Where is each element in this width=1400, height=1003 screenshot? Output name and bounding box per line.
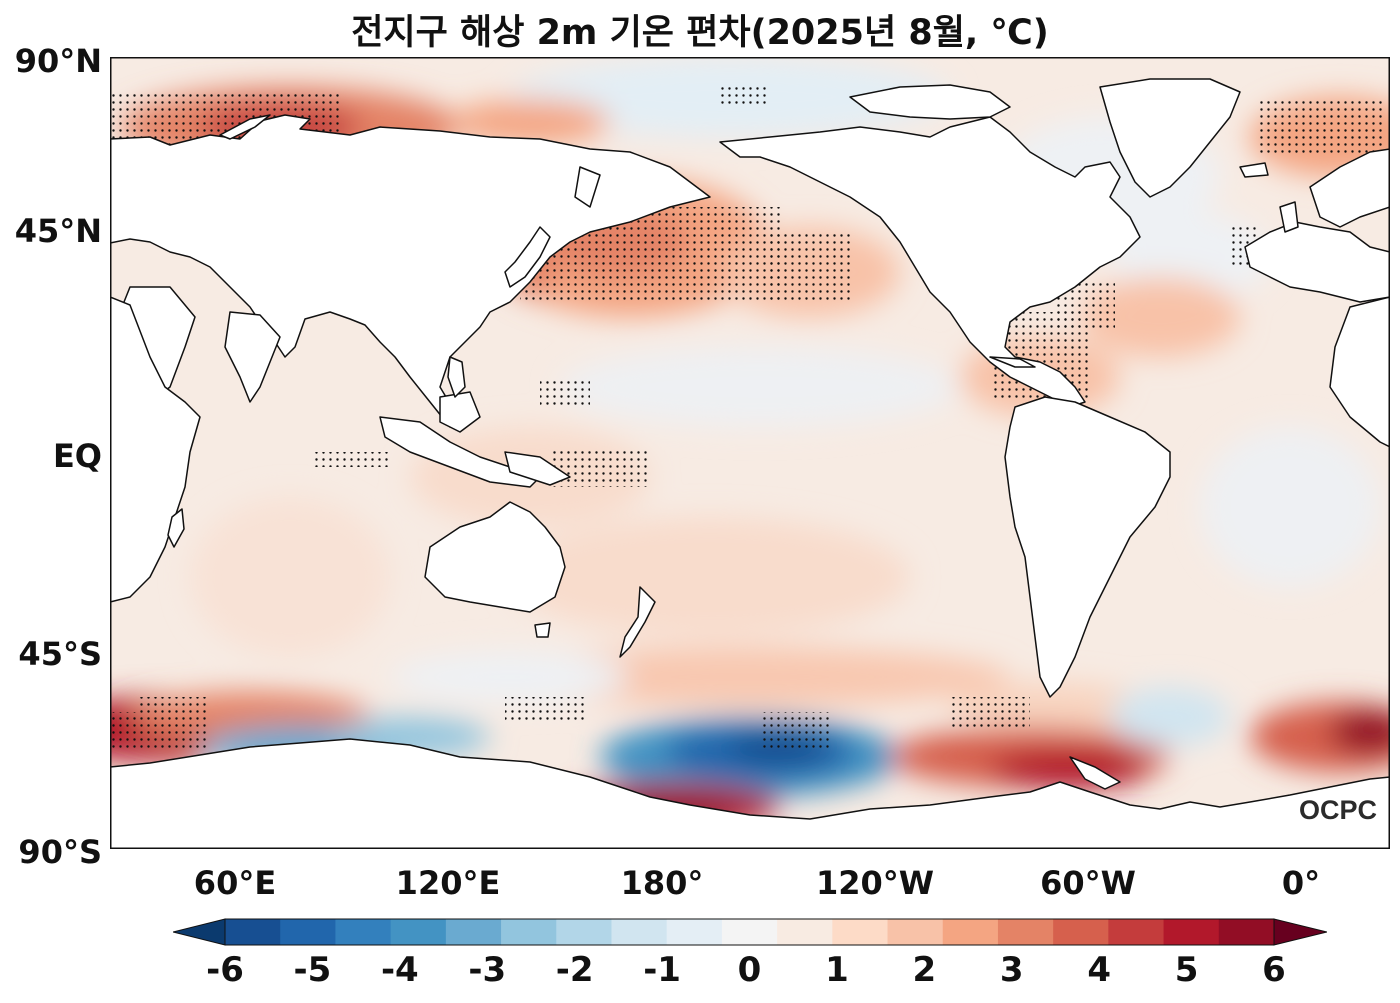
land-scandinavia	[1309, 148, 1390, 228]
land-masses	[110, 78, 1390, 849]
land-australia	[424, 501, 566, 613]
land-europe	[1244, 221, 1390, 303]
lon-label-120w: 120°W	[815, 864, 935, 902]
land-africa	[110, 296, 201, 603]
lat-label-45s: 45°S	[18, 635, 102, 673]
colorbar-tick-label: 1	[825, 950, 849, 990]
lon-label-0: 0°	[1281, 864, 1321, 902]
colorbar-tick-label: -5	[293, 950, 332, 990]
colorbar-segment	[335, 919, 392, 945]
land-borneo	[439, 391, 481, 433]
land-indonesia	[379, 416, 541, 488]
lon-label-60w: 60°W	[1040, 864, 1136, 902]
colorbar-segment	[1163, 919, 1220, 945]
lat-label-90s: 90°S	[18, 833, 102, 871]
land-antarctic-peninsula	[1069, 756, 1121, 790]
colorbar-segment	[942, 919, 999, 945]
lon-label-60e: 60°E	[193, 864, 277, 902]
colorbar-segment	[777, 919, 833, 945]
colorbar-segment	[832, 919, 889, 945]
colorbar-segment	[666, 919, 723, 945]
colorbar-segment	[887, 919, 944, 945]
colorbar-tick-label: 5	[1174, 950, 1199, 990]
land-madagascar	[167, 508, 185, 548]
lat-label-45n: 45°N	[14, 212, 102, 250]
land-japan	[504, 226, 551, 288]
colorbar-segment	[1108, 919, 1165, 945]
land-novaya-zemlya	[219, 114, 271, 140]
colorbar-segment	[611, 919, 668, 945]
land-british-isles	[1279, 201, 1299, 233]
lon-label-120e: 120°E	[395, 864, 501, 902]
land-iceland	[1239, 162, 1269, 178]
land-new-guinea	[504, 451, 571, 486]
anomaly-map	[110, 57, 1390, 849]
land-new-zealand	[619, 586, 656, 658]
lat-label-eq: EQ	[52, 437, 102, 475]
colorbar	[173, 918, 1327, 946]
colorbar-segment	[1053, 919, 1109, 945]
colorbar-tick-label: 4	[1087, 950, 1111, 990]
colorbar-extend-high	[1273, 918, 1327, 946]
colorbar-tick-label: -3	[468, 950, 507, 990]
colorbar-segment	[390, 919, 447, 945]
colorbar-segment	[997, 919, 1054, 945]
colorbar-tick-label: 2	[912, 950, 937, 990]
colorbar-extend-low	[173, 918, 226, 946]
colorbar-tick-label: 6	[1262, 950, 1286, 990]
colorbar-frame	[224, 918, 1275, 946]
colorbar-segment	[280, 919, 336, 945]
map-frame	[110, 57, 1390, 849]
colorbar-segment	[445, 919, 502, 945]
land-africa-east	[1329, 296, 1390, 448]
land-tasmania	[534, 622, 551, 638]
colorbar-segment	[225, 919, 281, 945]
colorbar-segment	[556, 919, 612, 945]
colorbar-tick-label: -1	[643, 950, 681, 990]
land-north-america	[719, 116, 1141, 408]
colorbar-segment	[1218, 919, 1275, 945]
colorbar-segment	[721, 919, 778, 945]
land-philippines	[447, 356, 466, 398]
colorbar-tick-label: 3	[999, 950, 1024, 990]
land-greenland	[1099, 78, 1241, 198]
ocpc-logo: OCPC	[1299, 795, 1378, 825]
land-south-america	[1004, 396, 1171, 698]
map-title: 전지구 해상 2m 기온 편차(2025년 8월, ℃)	[351, 13, 1049, 53]
land-india	[224, 311, 281, 403]
lat-label-90n: 90°N	[14, 42, 102, 80]
land-arctic-islands	[849, 84, 1011, 120]
colorbar-tick-label: -4	[380, 950, 419, 990]
colorbar-tick-label: -6	[206, 950, 244, 990]
land-antarctica	[110, 738, 1390, 849]
colorbar-tick-label: -2	[555, 950, 594, 990]
lon-label-180: 180°	[620, 864, 704, 902]
colorbar-segment	[501, 919, 557, 945]
colorbar-tick-label: 0	[737, 950, 762, 990]
land-kamchatka	[574, 166, 601, 208]
land-cuba	[989, 356, 1036, 368]
